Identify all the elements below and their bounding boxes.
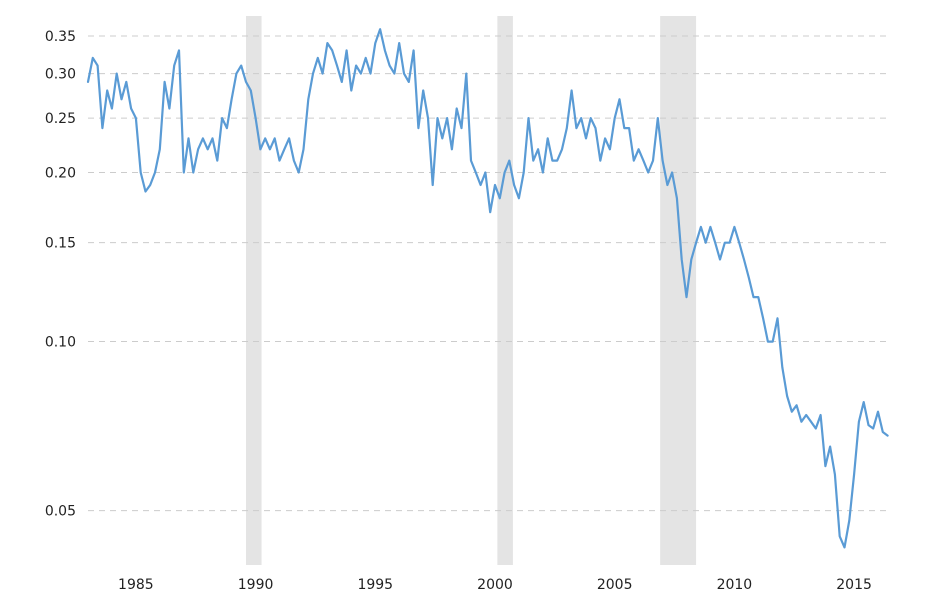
- recession-bands: [246, 16, 697, 565]
- recession-band: [660, 16, 697, 565]
- y-tick-label: 0.20: [45, 166, 76, 182]
- y-tick-label: 0.10: [45, 335, 76, 351]
- series-group: [86, 28, 889, 549]
- y-tick-label: 0.25: [45, 111, 76, 127]
- y-axis-tick-labels: 0.05 0.10 0.15 0.20 0.25 0.30 0.35: [45, 29, 76, 520]
- y-tick-label: 0.05: [45, 504, 76, 520]
- x-tick-label: 2000: [477, 577, 513, 593]
- y-tick-label: 0.15: [45, 236, 76, 252]
- series-line: [86, 28, 889, 549]
- x-axis-tick-labels: 1985 1990 1995 2000 2005 2010 2015: [118, 577, 872, 593]
- x-tick-label: 2010: [717, 577, 753, 593]
- y-tick-label: 0.30: [45, 67, 76, 83]
- x-tick-label: 2005: [597, 577, 633, 593]
- x-tick-label: 1995: [357, 577, 393, 593]
- x-tick-label: 2015: [836, 577, 872, 593]
- y-gridlines: [88, 35, 890, 512]
- x-tick-label: 1990: [238, 577, 274, 593]
- x-tick-label: 1985: [118, 577, 154, 593]
- y-tick-label: 0.35: [45, 29, 76, 45]
- recession-band: [246, 16, 262, 565]
- recession-band: [497, 16, 513, 565]
